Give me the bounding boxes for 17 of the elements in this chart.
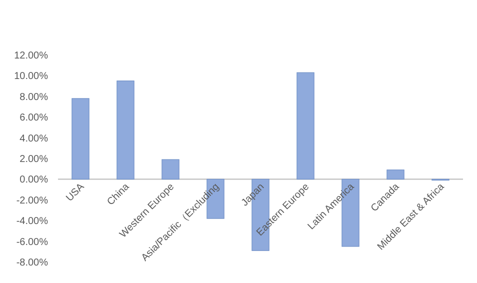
bar — [72, 98, 90, 180]
y-tick-label: -6.00% — [16, 236, 48, 248]
bar — [296, 72, 314, 180]
y-tick-label: -8.00% — [16, 258, 48, 268]
y-tick-label: 6.00% — [20, 112, 48, 124]
y-tick-label: 0.00% — [20, 174, 48, 186]
y-tick-label: 12.00% — [14, 50, 48, 62]
y-tick-label: 4.00% — [20, 133, 48, 144]
x-tick-label: USA — [64, 181, 87, 204]
y-tick-label: 10.00% — [14, 71, 48, 82]
bar — [116, 80, 134, 180]
y-tick-label: 8.00% — [20, 92, 48, 103]
bar — [386, 170, 404, 180]
bar — [162, 159, 180, 180]
y-tick-label: -4.00% — [16, 216, 48, 228]
y-tick-label: 2.00% — [20, 154, 48, 165]
y-tick-label: -2.00% — [16, 195, 48, 206]
